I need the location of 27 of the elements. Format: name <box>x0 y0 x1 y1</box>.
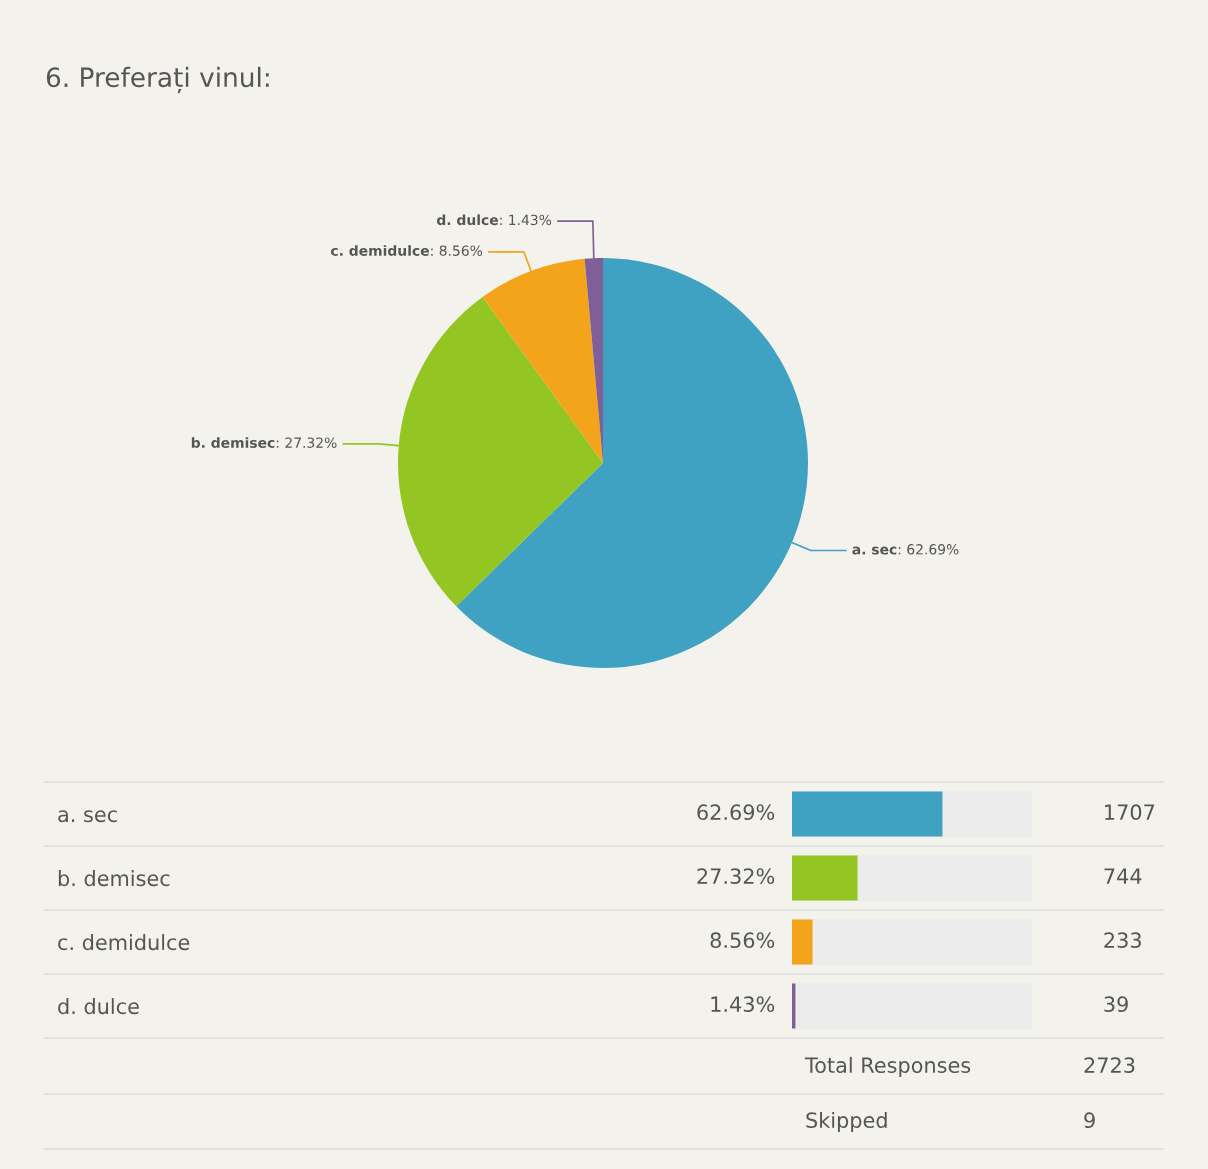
chart-title: 6. Preferați vinul: <box>46 66 269 94</box>
data-label: : 27.32% <box>276 437 337 448</box>
text: 39 <box>1104 996 1128 1013</box>
slice-label: d. dulce <box>436 214 498 226</box>
text: 233 <box>1104 932 1141 949</box>
data-label: 27.32% <box>697 868 775 885</box>
y-tick-label: d. dulce <box>58 998 139 1015</box>
text: Skipped <box>806 1111 887 1133</box>
bar <box>792 983 796 1029</box>
text: Total Responses <box>804 1056 971 1078</box>
slice-label: a. sec <box>852 546 897 555</box>
data-label: : 62.69% <box>898 544 959 555</box>
slice-label: b. demisec <box>191 437 275 448</box>
y-tick-label: a. sec <box>58 810 117 823</box>
data-label: : 8.56% <box>431 245 483 256</box>
text: 9 <box>1084 1112 1095 1129</box>
data-label: 8.56% <box>710 932 775 949</box>
text: 2723 <box>1084 1057 1135 1074</box>
y-tick-label: c. demidulce <box>58 934 190 951</box>
slice-label: c. demidulce <box>331 245 429 256</box>
data-label: 62.69% <box>697 804 775 821</box>
data-label: : 1.43% <box>500 214 552 226</box>
text: 1707 <box>1105 804 1155 821</box>
bar <box>792 919 813 965</box>
text: 744 <box>1104 868 1142 884</box>
data-label: 1.43% <box>711 996 775 1013</box>
y-tick-label: b. demisec <box>58 870 170 887</box>
